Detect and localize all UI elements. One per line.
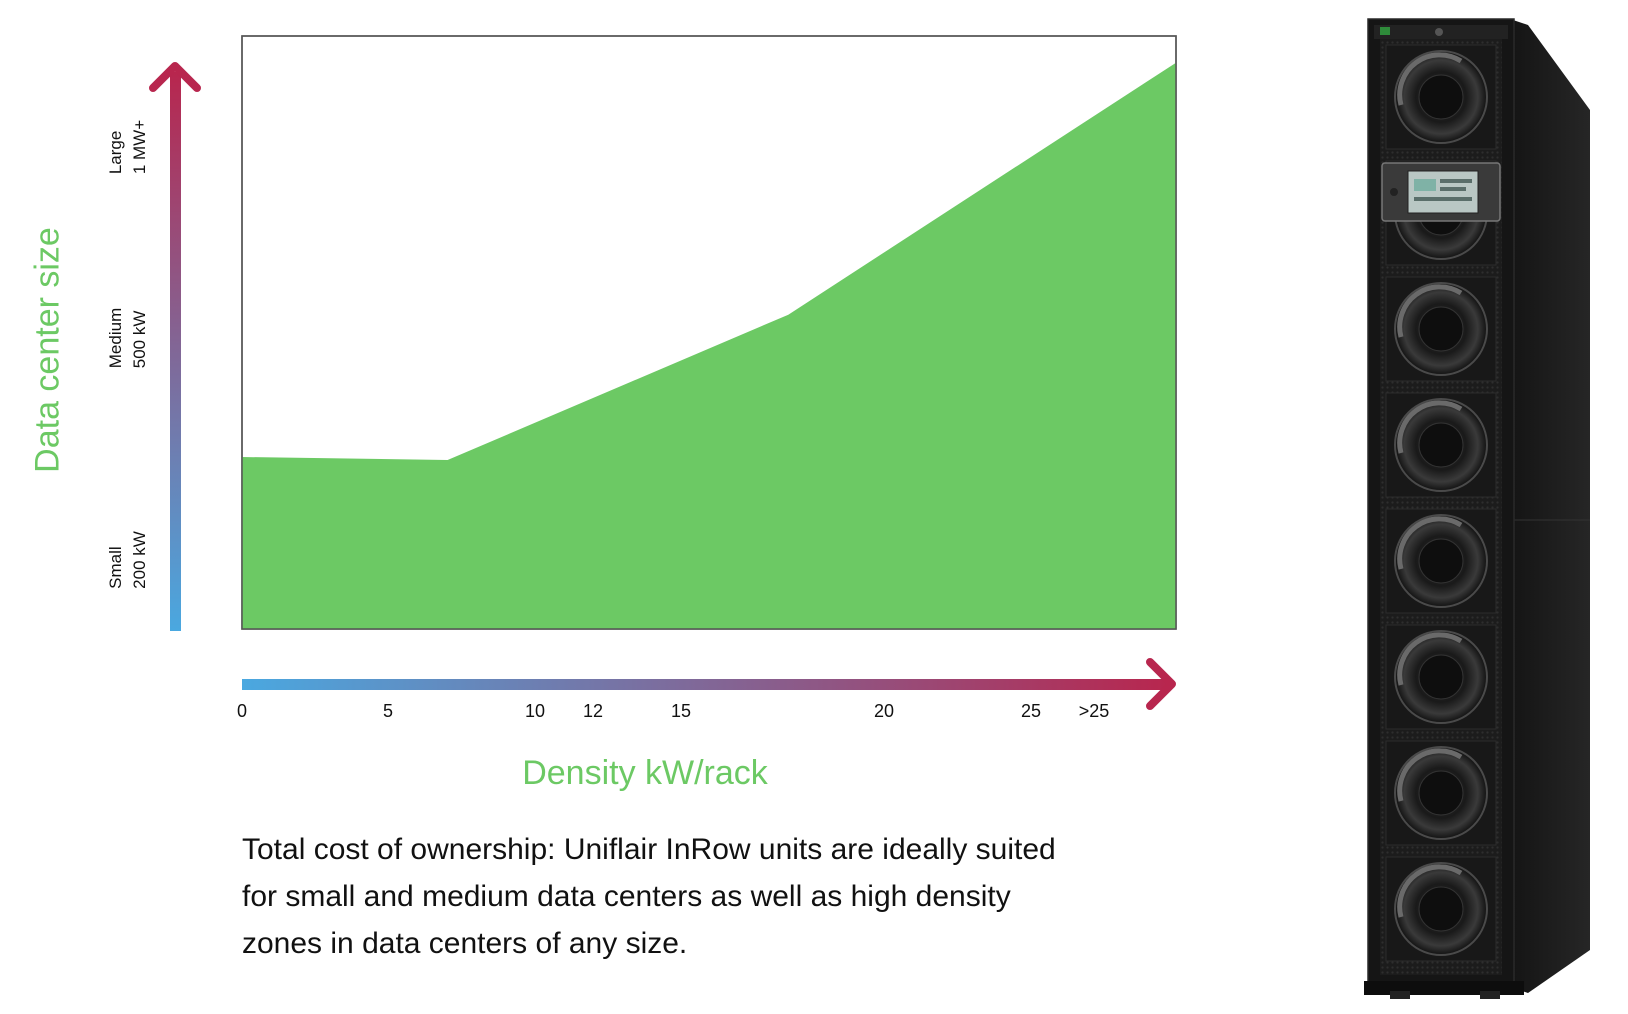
- fan-1: [1385, 44, 1497, 150]
- fan-7: [1385, 740, 1497, 846]
- x-tick-0: 0: [236, 701, 248, 721]
- caption-line-3: zones in data centers of any size.: [242, 927, 688, 960]
- fan-6: [1385, 624, 1497, 730]
- y-tick-small-line1: Small: [106, 546, 125, 589]
- caption-line-1: Total cost of ownership: Uniflair InRow …: [242, 833, 1056, 866]
- fan-8: [1385, 856, 1497, 962]
- y-tick-small-line2: 200 kW: [130, 531, 149, 589]
- y-tick-small: Small 200 kW: [104, 531, 152, 589]
- area-series: [242, 62, 1176, 629]
- fan-3: [1385, 276, 1497, 382]
- control-display: [1381, 162, 1501, 222]
- fan-4: [1385, 392, 1497, 498]
- caption: Total cost of ownership: Uniflair InRow …: [242, 826, 1142, 967]
- x-tick-over-25: >25: [1078, 701, 1110, 721]
- rack-side-panel: [1510, 19, 1590, 993]
- x-axis-title: Density kW/rack: [522, 754, 768, 792]
- x-tick-15: 15: [670, 701, 692, 721]
- x-tick-12: 12: [582, 701, 604, 721]
- y-tick-large-line2: 1 MW+: [130, 119, 149, 175]
- fan-5: [1385, 508, 1497, 614]
- x-tick-10: 10: [524, 701, 546, 721]
- x-tick-25: 25: [1020, 701, 1042, 721]
- y-tick-medium-line1: Medium: [106, 307, 125, 369]
- plot-frame-border: [241, 35, 1177, 630]
- caption-line-2: for small and medium data centers as wel…: [242, 880, 1011, 913]
- y-tick-medium: Medium 500 kW: [104, 308, 152, 368]
- x-axis-arrow: [242, 658, 1176, 710]
- y-tick-medium-line2: 500 kW: [130, 310, 149, 369]
- y-tick-large-line1: Large: [106, 130, 125, 175]
- x-tick-5: 5: [382, 701, 394, 721]
- y-axis-title: Data center size: [28, 227, 67, 473]
- y-axis-arrow: [149, 62, 201, 631]
- y-tick-large: Large 1 MW+: [104, 120, 152, 174]
- inrow-cooling-unit-icon: [1364, 18, 1590, 999]
- fan-array: [1385, 44, 1497, 962]
- x-tick-20: 20: [873, 701, 895, 721]
